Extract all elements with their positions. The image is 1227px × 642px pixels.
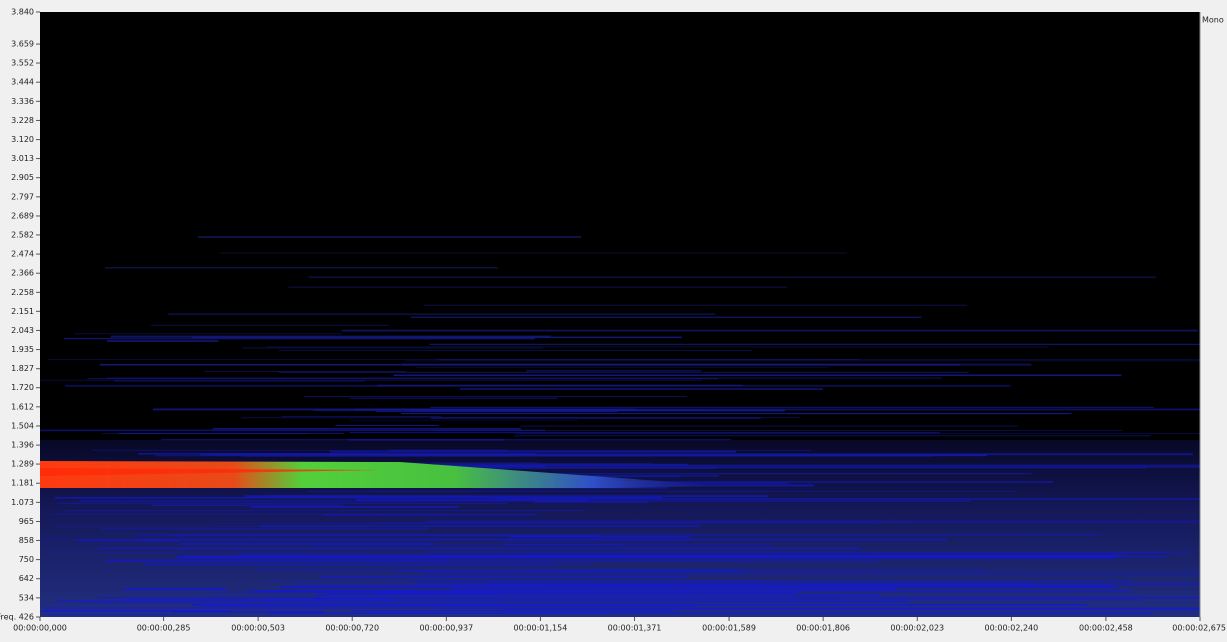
y-tick-label: 3.228 bbox=[11, 116, 34, 125]
y-tick-label: 1.181 bbox=[11, 479, 34, 488]
channel-label: Mono bbox=[1202, 16, 1224, 25]
y-tick-label: 3.659 bbox=[11, 40, 34, 49]
y-tick-label: 3.552 bbox=[11, 59, 34, 68]
y-tick-label: 2.582 bbox=[11, 230, 34, 239]
y-tick-label: 3.120 bbox=[11, 135, 34, 144]
y-tick-label: 1.289 bbox=[11, 460, 34, 469]
x-tick-label: 00:00:02,023 bbox=[890, 624, 944, 633]
y-tick-label: Freq. 426 bbox=[0, 613, 34, 622]
y-tick-label: 858 bbox=[19, 536, 34, 545]
y-tick-label: 2.474 bbox=[11, 250, 34, 259]
y-tick-label: 1.073 bbox=[11, 498, 34, 507]
y-tick-label: 2.258 bbox=[11, 288, 34, 297]
y-tick-label: 2.689 bbox=[11, 211, 34, 220]
chart: Mono 3.840 3.659 3.552 3.444 3.336 3.228 3.120… bbox=[0, 0, 1227, 642]
x-tick-label: 00:00:00,720 bbox=[325, 624, 379, 633]
y-tick-label: 3.336 bbox=[11, 97, 34, 106]
y-tick-label: 642 bbox=[19, 574, 34, 583]
x-tick-label: 00:00:02,675 bbox=[1172, 624, 1226, 633]
x-tick-label: 00:00:01,589 bbox=[702, 624, 756, 633]
y-tick-label: 965 bbox=[19, 517, 34, 526]
x-tick-label: 00:00:02,458 bbox=[1079, 624, 1133, 633]
y-tick-label: 2.797 bbox=[11, 192, 34, 201]
x-tick-label: 00:00:00,000 bbox=[13, 624, 67, 633]
x-tick-label: 00:00:01,806 bbox=[796, 624, 850, 633]
y-tick-label: 1.720 bbox=[11, 383, 34, 392]
x-tick-label: 00:00:01,154 bbox=[514, 624, 568, 633]
y-tick-label: 1.935 bbox=[11, 345, 34, 354]
y-tick-label: 2.043 bbox=[11, 326, 34, 335]
y-tick-label: 3.013 bbox=[11, 154, 34, 163]
x-tick-label: 00:00:00,285 bbox=[137, 624, 191, 633]
y-tick-label: 1.504 bbox=[11, 421, 34, 430]
y-tick-label: 534 bbox=[19, 593, 34, 602]
y-tick-label: 2.151 bbox=[11, 307, 34, 316]
y-tick-label: 3.444 bbox=[11, 78, 34, 87]
y-tick-label: 1.396 bbox=[11, 441, 34, 450]
y-tick-label: 750 bbox=[19, 555, 34, 564]
y-tick-label: 1.827 bbox=[11, 364, 34, 373]
x-tick-label: 00:00:01,371 bbox=[608, 624, 662, 633]
x-tick-label: 00:00:00,503 bbox=[231, 624, 285, 633]
y-tick-label: 2.905 bbox=[11, 173, 34, 182]
y-tick-label: 1.612 bbox=[11, 402, 34, 411]
x-tick-label: 00:00:02,240 bbox=[984, 624, 1038, 633]
page: Mono 3.840 3.659 3.552 3.444 3.336 3.228 3.120… bbox=[0, 0, 1227, 642]
y-tick-label: 3.840 bbox=[11, 8, 34, 17]
x-tick-label: 00:00:00,937 bbox=[419, 624, 473, 633]
y-tick-label: 2.366 bbox=[11, 269, 34, 278]
